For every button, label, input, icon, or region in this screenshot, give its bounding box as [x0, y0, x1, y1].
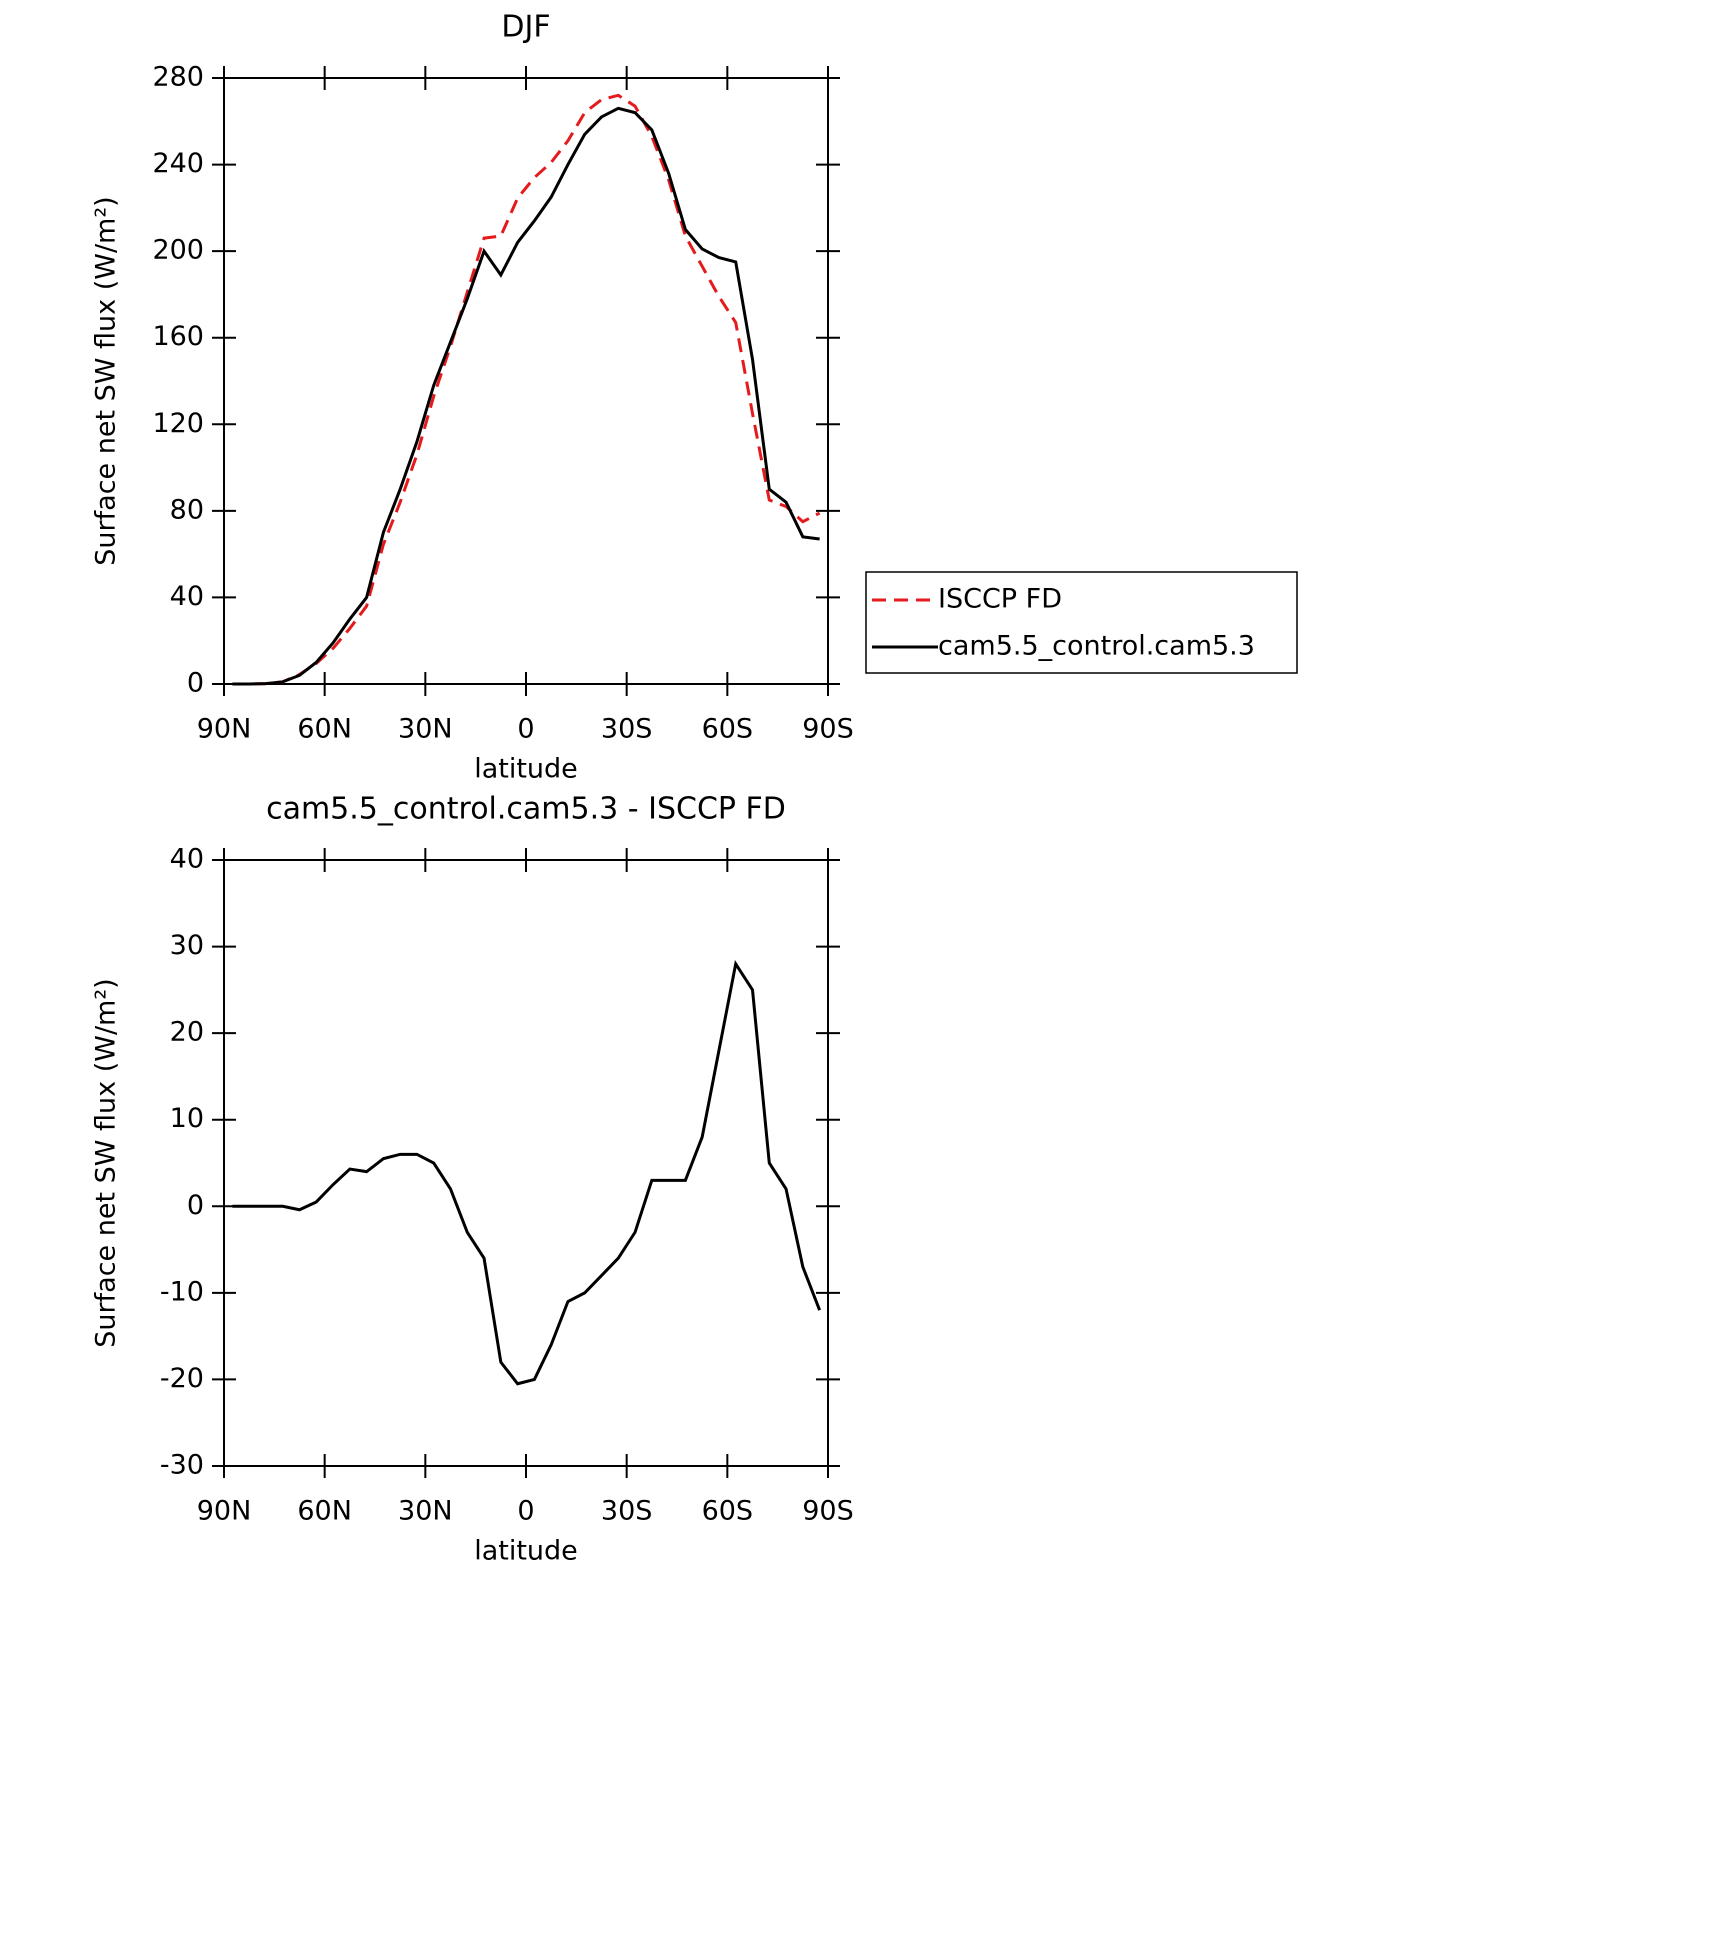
legend-label: ISCCP FD: [938, 584, 1062, 615]
x-tick-label: 90S: [802, 1496, 854, 1527]
y-tick-label: 40: [170, 581, 204, 612]
y-axis-label: Surface net SW flux (W/m²): [91, 196, 122, 565]
plot-frame: [223, 77, 829, 685]
x-tick-label: 30S: [601, 1496, 653, 1527]
y-tick-label: 200: [152, 235, 204, 266]
y-tick-label: -30: [160, 1450, 204, 1481]
x-axis-label: latitude: [474, 754, 578, 785]
chart-title: DJF: [501, 10, 550, 45]
y-tick-label: 40: [170, 844, 204, 875]
y-tick-label: 160: [152, 321, 204, 352]
x-tick-label: 60N: [297, 714, 352, 745]
chart-title: cam5.5_control.cam5.3 - ISCCP FD: [266, 792, 786, 827]
y-tick-label: 20: [170, 1017, 204, 1048]
y-tick-label: 120: [152, 408, 204, 439]
x-tick-label: 0: [517, 714, 534, 745]
y-tick-label: -10: [160, 1276, 204, 1307]
legend-box: [865, 571, 1298, 674]
y-tick-label: 280: [152, 62, 204, 93]
data-line: [232, 93, 821, 686]
data-line: [232, 106, 820, 686]
x-tick-label: 60S: [702, 1496, 754, 1527]
x-tick-label: 90N: [197, 714, 252, 745]
plot-frame: [223, 859, 829, 1467]
data-line: [232, 959, 822, 1386]
x-tick-label: 60N: [297, 1496, 352, 1527]
x-tick-label: 30N: [398, 714, 453, 745]
x-tick-label: 30S: [601, 714, 653, 745]
y-tick-label: 0: [187, 1190, 204, 1221]
x-axis-label: latitude: [474, 1536, 578, 1567]
y-tick-label: 0: [187, 668, 204, 699]
y-tick-label: 240: [152, 148, 204, 179]
x-tick-label: 30N: [398, 1496, 453, 1527]
legend-label: cam5.5_control.cam5.3: [938, 631, 1255, 662]
y-tick-label: 10: [170, 1103, 204, 1134]
x-tick-label: 90N: [197, 1496, 252, 1527]
x-tick-label: 90S: [802, 714, 854, 745]
y-tick-label: -20: [160, 1363, 204, 1394]
y-tick-label: 30: [170, 930, 204, 961]
y-axis-label: Surface net SW flux (W/m²): [91, 978, 122, 1347]
x-tick-label: 60S: [702, 714, 754, 745]
y-tick-label: 80: [170, 494, 204, 525]
x-tick-label: 0: [517, 1496, 534, 1527]
